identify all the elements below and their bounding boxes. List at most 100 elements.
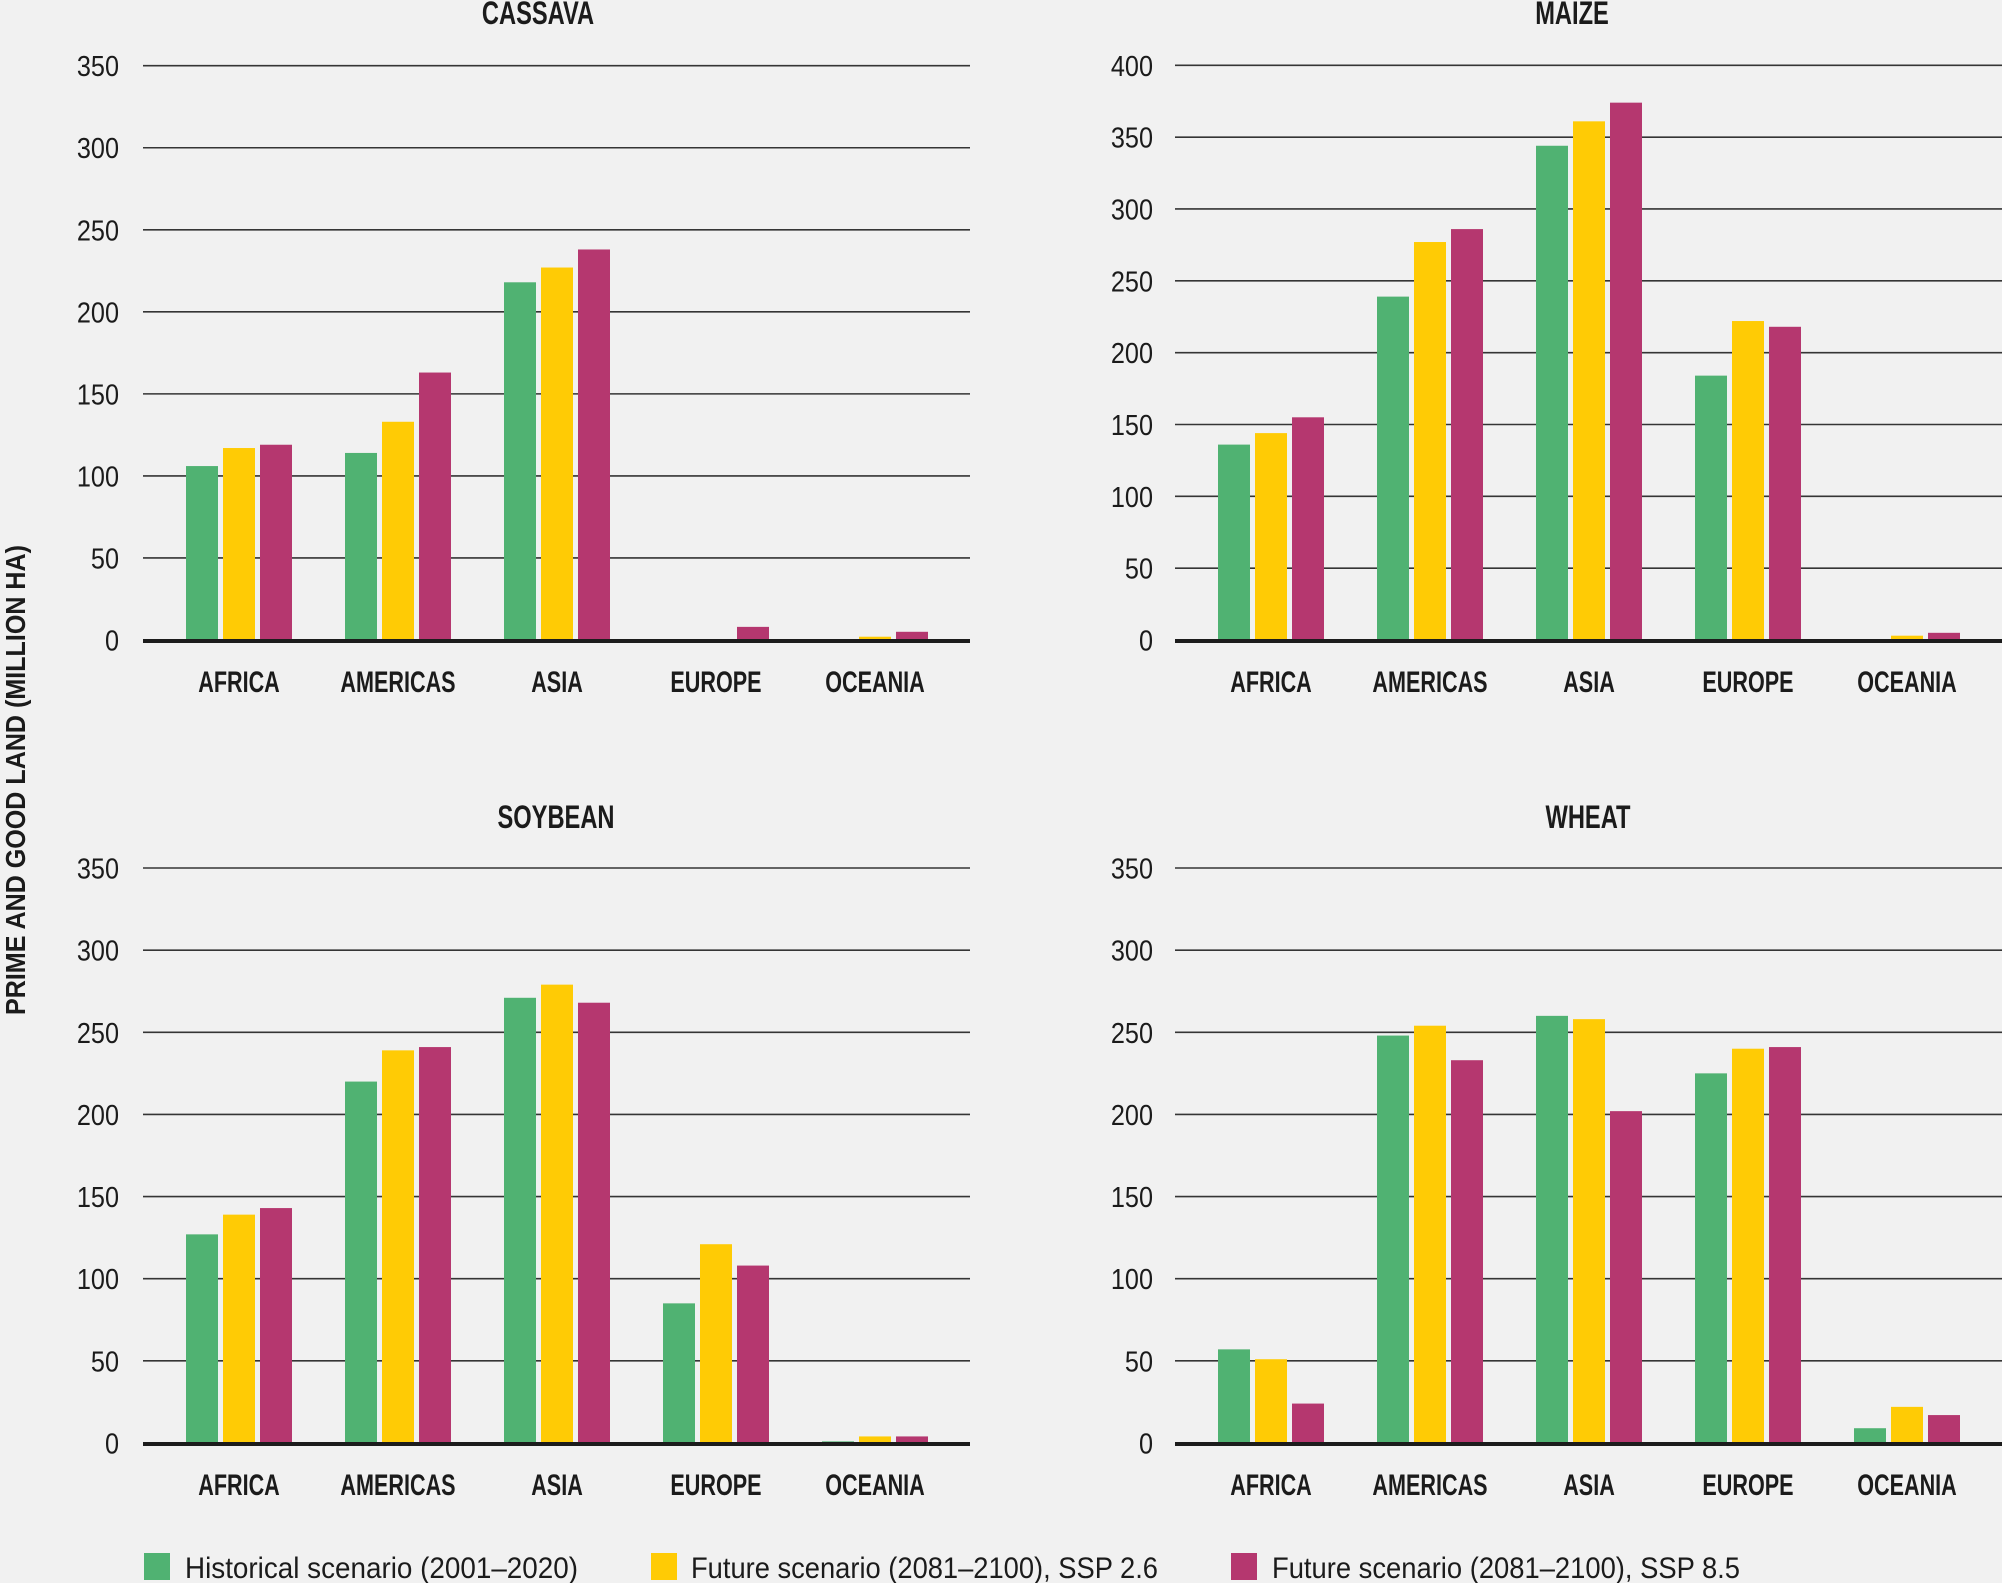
bar-historical-europe[interactable] xyxy=(663,1303,695,1443)
bar-group-asia xyxy=(1536,1015,1642,1443)
bar-historical-americas[interactable] xyxy=(1377,1035,1409,1443)
legend-swatch-ssp26 xyxy=(651,1553,677,1580)
y-tick-label: 0 xyxy=(105,1427,119,1460)
bar-ssp85-oceania[interactable] xyxy=(1928,632,1960,640)
bar-ssp85-oceania[interactable] xyxy=(1928,1415,1960,1443)
x-category-label: EUROPE xyxy=(670,1467,761,1501)
y-tick-label: 0 xyxy=(1139,624,1153,657)
chart-title: WHEAT xyxy=(1546,800,1631,835)
bar-ssp85-asia[interactable] xyxy=(1610,1111,1642,1443)
y-tick-label: 250 xyxy=(1111,1016,1153,1049)
bar-ssp85-europe[interactable] xyxy=(1769,326,1801,640)
bar-ssp26-africa[interactable] xyxy=(1255,1359,1287,1443)
bar-ssp85-africa[interactable] xyxy=(260,444,292,640)
bar-historical-africa[interactable] xyxy=(186,1234,218,1443)
chart-title: SOYBEAN xyxy=(497,800,614,835)
x-category-label: EUROPE xyxy=(1702,1467,1793,1501)
legend-item-historical[interactable]: Historical scenario (2001–2020) xyxy=(144,1552,578,1583)
bar-ssp26-asia[interactable] xyxy=(541,267,573,640)
bar-ssp26-asia[interactable] xyxy=(1573,1019,1605,1443)
bar-ssp26-americas[interactable] xyxy=(382,1050,414,1443)
legend-swatch-historical xyxy=(144,1553,170,1580)
bar-group-asia xyxy=(504,249,610,640)
bars xyxy=(1218,102,1960,641)
x-category-label: ASIA xyxy=(1563,1467,1615,1501)
bar-historical-oceania[interactable] xyxy=(1854,1428,1886,1443)
y-tick-label: 350 xyxy=(77,852,119,885)
x-category-label: AFRICA xyxy=(1230,664,1312,698)
chart-title: CASSAVA xyxy=(482,0,594,31)
bar-ssp85-americas[interactable] xyxy=(1451,229,1483,641)
y-tick-label: 150 xyxy=(77,1180,119,1213)
bar-ssp85-oceania[interactable] xyxy=(896,1436,928,1443)
y-tick-label: 200 xyxy=(1111,1098,1153,1131)
bar-ssp85-americas[interactable] xyxy=(1451,1060,1483,1443)
x-category-label: EUROPE xyxy=(1702,664,1793,698)
x-category-label: ASIA xyxy=(531,1467,583,1501)
bar-ssp26-africa[interactable] xyxy=(223,448,255,640)
x-category-label: ASIA xyxy=(531,664,583,698)
bar-historical-europe[interactable] xyxy=(1695,1073,1727,1443)
bar-ssp85-oceania[interactable] xyxy=(896,631,928,640)
bar-ssp26-oceania[interactable] xyxy=(859,636,891,640)
bar-historical-americas[interactable] xyxy=(345,452,377,640)
bar-group-europe xyxy=(663,1244,769,1443)
bar-ssp85-asia[interactable] xyxy=(578,249,610,640)
bar-group-asia xyxy=(504,984,610,1443)
bar-ssp85-europe[interactable] xyxy=(737,1265,769,1443)
bar-ssp26-africa[interactable] xyxy=(223,1214,255,1443)
bar-ssp26-americas[interactable] xyxy=(382,421,414,640)
panel-cassava: CASSAVA 0 50 100 150 200 250 300 350 AFRICA AMERIC… xyxy=(77,0,970,699)
bar-ssp85-africa[interactable] xyxy=(260,1208,292,1443)
y-tick-label: 200 xyxy=(1111,336,1153,369)
y-tick-label: 200 xyxy=(77,1098,119,1131)
bar-ssp85-africa[interactable] xyxy=(1292,1403,1324,1443)
bar-ssp26-africa[interactable] xyxy=(1255,433,1287,640)
y-tick-label: 150 xyxy=(1111,408,1153,441)
bar-ssp26-oceania[interactable] xyxy=(1891,635,1923,640)
bar-ssp85-asia[interactable] xyxy=(578,1002,610,1443)
bar-historical-asia[interactable] xyxy=(504,282,536,640)
bar-ssp85-americas[interactable] xyxy=(419,1047,451,1443)
y-tick-labels: 0 50 100 150 200 250 300 350 xyxy=(77,852,119,1460)
legend-label-historical: Historical scenario (2001–2020) xyxy=(185,1552,578,1583)
bar-ssp85-europe[interactable] xyxy=(1769,1047,1801,1443)
panel-soybean: SOYBEAN 0 50 100 150 200 250 300 350 AFRICA AMERIC… xyxy=(77,800,970,1502)
bar-ssp26-asia[interactable] xyxy=(1573,121,1605,640)
legend-item-ssp85[interactable]: Future scenario (2081–2100), SSP 8.5 xyxy=(1231,1552,1740,1583)
legend-label-ssp26: Future scenario (2081–2100), SSP 2.6 xyxy=(691,1552,1158,1583)
bar-group-americas xyxy=(1377,1025,1483,1443)
legend-item-ssp26[interactable]: Future scenario (2081–2100), SSP 2.6 xyxy=(651,1552,1158,1583)
bar-historical-asia[interactable] xyxy=(1536,1015,1568,1443)
bar-ssp26-americas[interactable] xyxy=(1414,242,1446,640)
x-category-label: AMERICAS xyxy=(1372,664,1487,698)
legend: Historical scenario (2001–2020) Future s… xyxy=(144,1552,1740,1583)
bar-ssp85-americas[interactable] xyxy=(419,372,451,640)
bar-historical-asia[interactable] xyxy=(504,997,536,1443)
y-tick-label: 300 xyxy=(77,934,119,967)
bar-historical-africa[interactable] xyxy=(186,466,218,640)
bar-ssp26-europe[interactable] xyxy=(1732,1048,1764,1443)
bar-historical-africa[interactable] xyxy=(1218,444,1250,640)
y-tick-label: 50 xyxy=(91,1345,119,1378)
bar-ssp26-asia[interactable] xyxy=(541,984,573,1443)
bar-historical-americas[interactable] xyxy=(345,1081,377,1443)
bar-ssp26-oceania[interactable] xyxy=(1891,1406,1923,1443)
bar-ssp85-africa[interactable] xyxy=(1292,417,1324,640)
y-tick-label: 50 xyxy=(91,542,119,575)
bar-ssp85-europe[interactable] xyxy=(737,626,769,640)
bar-historical-europe[interactable] xyxy=(1695,375,1727,640)
y-tick-label: 300 xyxy=(1111,193,1153,226)
bar-historical-africa[interactable] xyxy=(1218,1349,1250,1443)
y-tick-labels: 0 50 100 150 200 250 300 350 xyxy=(1111,852,1153,1460)
bar-ssp26-europe[interactable] xyxy=(700,1244,732,1443)
bar-ssp26-oceania[interactable] xyxy=(859,1436,891,1443)
bar-historical-americas[interactable] xyxy=(1377,296,1409,640)
bar-historical-asia[interactable] xyxy=(1536,145,1568,640)
bar-ssp26-europe[interactable] xyxy=(1732,321,1764,640)
bar-ssp26-americas[interactable] xyxy=(1414,1025,1446,1443)
y-tick-label: 150 xyxy=(1111,1180,1153,1213)
bar-ssp85-asia[interactable] xyxy=(1610,102,1642,640)
